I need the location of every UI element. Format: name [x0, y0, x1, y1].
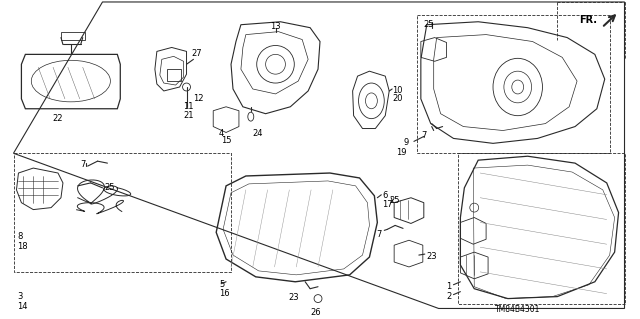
Text: 25: 25	[389, 196, 400, 205]
Text: 11: 11	[184, 102, 194, 111]
Text: 20: 20	[392, 94, 403, 103]
Text: FR.: FR.	[579, 15, 597, 25]
Text: 21: 21	[184, 111, 194, 120]
Text: 10: 10	[392, 86, 403, 95]
Text: 15: 15	[221, 137, 231, 145]
Text: 13: 13	[270, 22, 281, 31]
Bar	[61, 32, 84, 40]
Text: 5: 5	[219, 280, 225, 289]
Text: 12: 12	[193, 94, 204, 103]
Text: 16: 16	[219, 289, 230, 298]
Text: 7: 7	[376, 230, 381, 239]
Text: TM84B4301: TM84B4301	[495, 305, 540, 314]
Text: 7: 7	[421, 130, 427, 139]
Text: 27: 27	[191, 49, 202, 58]
Text: 23: 23	[289, 293, 299, 302]
Text: 24: 24	[253, 129, 263, 137]
Text: 22: 22	[52, 114, 63, 123]
Text: 7: 7	[81, 160, 86, 169]
Text: 3: 3	[17, 292, 23, 301]
Text: 1: 1	[446, 282, 451, 291]
Text: 4: 4	[218, 129, 224, 137]
Text: 2: 2	[446, 292, 451, 301]
Text: 6: 6	[382, 191, 388, 200]
Text: 26: 26	[310, 308, 321, 317]
Bar	[458, 153, 625, 303]
Bar	[13, 153, 231, 272]
Text: 9: 9	[404, 138, 409, 147]
Text: 14: 14	[17, 301, 28, 311]
Text: 8: 8	[17, 232, 23, 241]
Text: 19: 19	[397, 148, 407, 157]
Bar	[167, 69, 180, 81]
Text: 25: 25	[104, 183, 115, 192]
Bar	[417, 15, 610, 153]
Text: 18: 18	[17, 242, 28, 251]
Text: 17: 17	[382, 200, 393, 209]
Text: 25: 25	[424, 20, 435, 29]
Text: 23: 23	[427, 252, 437, 261]
